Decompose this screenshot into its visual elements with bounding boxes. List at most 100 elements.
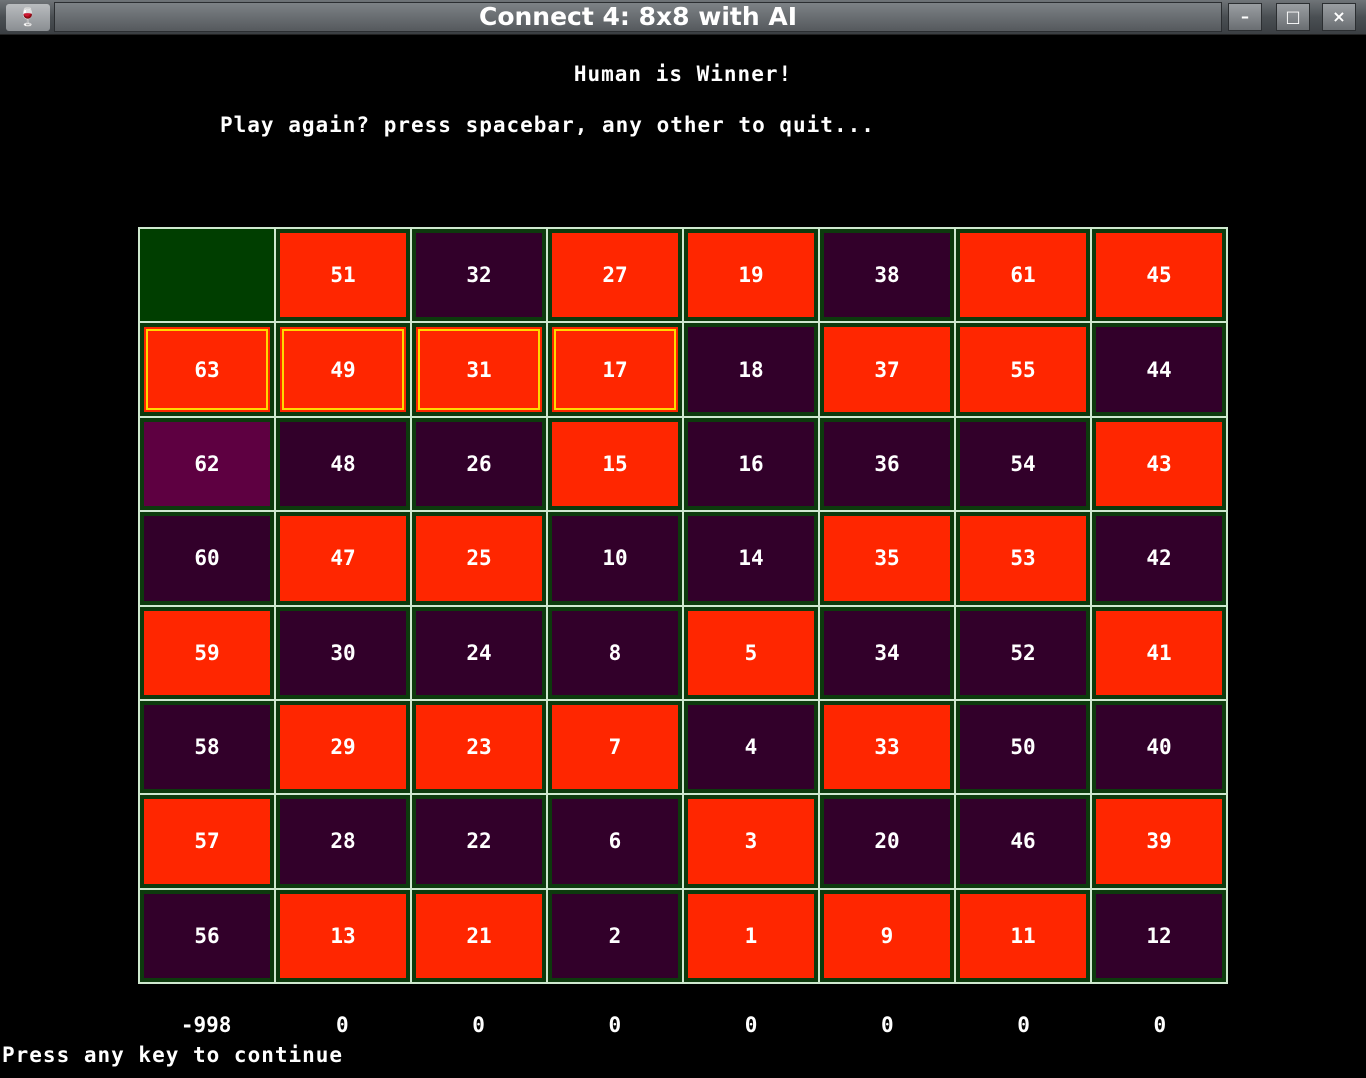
board-cell[interactable]: 20 bbox=[820, 795, 954, 888]
board-cell[interactable]: 15 bbox=[548, 417, 682, 511]
board-cell[interactable]: 41 bbox=[1092, 606, 1226, 699]
board-cell[interactable]: 55 bbox=[956, 323, 1090, 416]
continue-prompt: Press any key to continue bbox=[2, 1043, 344, 1067]
board-cell[interactable]: 28 bbox=[276, 795, 410, 888]
human-piece: 31 bbox=[416, 327, 542, 412]
board-cell[interactable]: 42 bbox=[1092, 512, 1226, 605]
board-cell[interactable]: 56 bbox=[140, 889, 274, 982]
ai-piece: 18 bbox=[688, 327, 814, 412]
move-number: 33 bbox=[874, 735, 900, 760]
board-cell[interactable]: 45 bbox=[1092, 229, 1226, 322]
move-number: 44 bbox=[1146, 357, 1172, 382]
board-cell[interactable]: 12 bbox=[1092, 889, 1226, 982]
board-cell[interactable]: 21 bbox=[412, 889, 546, 982]
board-cell[interactable]: 7 bbox=[548, 700, 682, 794]
board-cell[interactable]: 33 bbox=[820, 700, 954, 794]
column-scores: -998 0 0 0 0 0 0 0 bbox=[138, 1013, 1228, 1037]
board-cell[interactable]: 4 bbox=[684, 700, 818, 794]
ai-piece: 20 bbox=[824, 799, 950, 884]
board-cell[interactable]: 52 bbox=[956, 606, 1090, 699]
board-cell[interactable]: 57 bbox=[140, 795, 274, 888]
board-cell[interactable]: 31 bbox=[412, 323, 546, 416]
wine-glass-icon[interactable]: 🍷 bbox=[6, 4, 50, 31]
ai-piece: 14 bbox=[688, 516, 814, 601]
board-cell[interactable]: 34 bbox=[820, 606, 954, 699]
board-cell[interactable]: 22 bbox=[412, 795, 546, 888]
window-titlebar: 🍷 Connect 4: 8x8 with AI – □ × bbox=[0, 0, 1366, 35]
board-cell[interactable]: 10 bbox=[548, 512, 682, 605]
ai-piece: 4 bbox=[688, 704, 814, 790]
board-cell[interactable]: 47 bbox=[276, 512, 410, 605]
board-cell[interactable]: 53 bbox=[956, 512, 1090, 605]
move-number: 63 bbox=[194, 357, 220, 382]
board-cell[interactable]: 25 bbox=[412, 512, 546, 605]
board-cell[interactable]: 26 bbox=[412, 417, 546, 511]
board-cell[interactable]: 30 bbox=[276, 606, 410, 699]
board-cell[interactable]: 38 bbox=[820, 229, 954, 322]
board-cell[interactable]: 62 bbox=[140, 417, 274, 511]
board-cell[interactable]: 63 bbox=[140, 323, 274, 416]
move-number: 22 bbox=[466, 829, 492, 854]
board-cell[interactable]: 32 bbox=[412, 229, 546, 322]
board-cell[interactable]: 1 bbox=[684, 889, 818, 982]
board-cell[interactable]: 44 bbox=[1092, 323, 1226, 416]
column-score: 0 bbox=[608, 1013, 622, 1037]
move-number: 9 bbox=[880, 923, 894, 948]
board-cell[interactable]: 36 bbox=[820, 417, 954, 511]
move-number: 7 bbox=[608, 735, 622, 760]
board-cell[interactable]: 54 bbox=[956, 417, 1090, 511]
board-cell[interactable]: 40 bbox=[1092, 700, 1226, 794]
board-cell[interactable]: 60 bbox=[140, 512, 274, 605]
board-cell[interactable]: 58 bbox=[140, 700, 274, 794]
board-cell[interactable]: 59 bbox=[140, 606, 274, 699]
board-cell[interactable]: 9 bbox=[820, 889, 954, 982]
board-cell[interactable]: 51 bbox=[276, 229, 410, 322]
board-cell[interactable]: 14 bbox=[684, 512, 818, 605]
move-number: 50 bbox=[1010, 735, 1036, 760]
human-piece: 59 bbox=[144, 610, 270, 695]
maximize-button[interactable]: □ bbox=[1276, 3, 1310, 31]
board-cell[interactable]: 61 bbox=[956, 229, 1090, 322]
board-cell[interactable]: 49 bbox=[276, 323, 410, 416]
board-cell[interactable]: 17 bbox=[548, 323, 682, 416]
board-cell[interactable]: 5 bbox=[684, 606, 818, 699]
board-cell[interactable]: 29 bbox=[276, 700, 410, 794]
board-cell[interactable]: 16 bbox=[684, 417, 818, 511]
human-piece: 49 bbox=[280, 327, 406, 412]
move-number: 45 bbox=[1146, 263, 1172, 288]
board-cell[interactable]: 23 bbox=[412, 700, 546, 794]
move-number: 47 bbox=[330, 546, 356, 571]
board-cell[interactable]: 3 bbox=[684, 795, 818, 888]
board-cell[interactable]: 2 bbox=[548, 889, 682, 982]
board-cell[interactable]: 8 bbox=[548, 606, 682, 699]
board-cell[interactable]: 18 bbox=[684, 323, 818, 416]
play-again-prompt: Play again? press spacebar, any other to… bbox=[220, 113, 875, 137]
close-button[interactable]: × bbox=[1322, 3, 1356, 31]
human-piece: 9 bbox=[824, 893, 950, 978]
board-cell[interactable]: 19 bbox=[684, 229, 818, 322]
board-cell[interactable]: 39 bbox=[1092, 795, 1226, 888]
board-cell[interactable] bbox=[140, 229, 274, 322]
board-cell[interactable]: 24 bbox=[412, 606, 546, 699]
column-score: 0 bbox=[1017, 1013, 1030, 1037]
move-number: 39 bbox=[1146, 829, 1172, 854]
board-cell[interactable]: 46 bbox=[956, 795, 1090, 888]
move-number: 30 bbox=[330, 640, 356, 665]
move-number: 29 bbox=[330, 735, 356, 760]
board-cell[interactable]: 35 bbox=[820, 512, 954, 605]
board-cell[interactable]: 6 bbox=[548, 795, 682, 888]
minimize-button[interactable]: – bbox=[1228, 3, 1262, 31]
board-cell[interactable]: 50 bbox=[956, 700, 1090, 794]
board-cell[interactable]: 13 bbox=[276, 889, 410, 982]
window-title-area[interactable]: Connect 4: 8x8 with AI bbox=[54, 2, 1222, 32]
board-cell[interactable]: 37 bbox=[820, 323, 954, 416]
board-cell[interactable]: 11 bbox=[956, 889, 1090, 982]
human-piece: 43 bbox=[1096, 421, 1222, 507]
board-cell[interactable]: 27 bbox=[548, 229, 682, 322]
board-cell[interactable]: 43 bbox=[1092, 417, 1226, 511]
ai-piece: 58 bbox=[144, 704, 270, 790]
ai-piece: 38 bbox=[824, 233, 950, 318]
human-piece: 41 bbox=[1096, 610, 1222, 695]
board-cell[interactable]: 48 bbox=[276, 417, 410, 511]
ai-piece: 52 bbox=[960, 610, 1086, 695]
